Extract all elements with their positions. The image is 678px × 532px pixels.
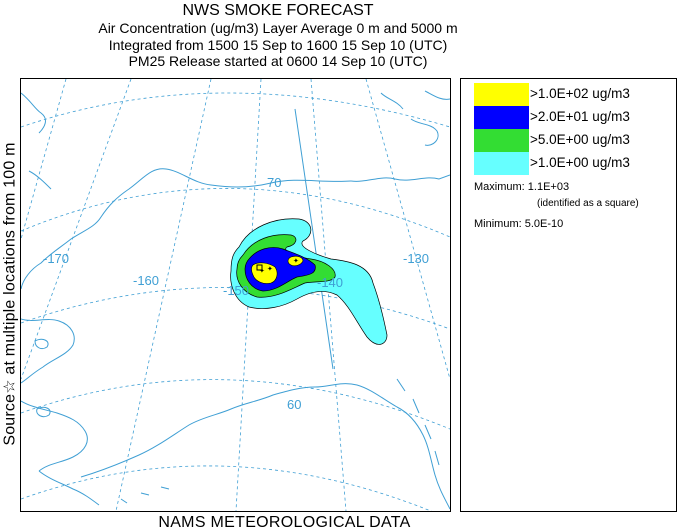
- smoke-contours: ✦ ✦ ✦: [230, 218, 388, 345]
- longitude-line-140: [310, 79, 347, 511]
- map-panel: ✦ ✦ ✦ -170 -160 -150 -140 -130 70 60: [20, 78, 451, 512]
- concentration-description: Air Concentration (ug/m3) Layer Average …: [98, 20, 458, 36]
- forecast-title: NWS SMOKE FORECAST: [182, 2, 374, 19]
- maximum-value: Maximum: 1.1E+03: [474, 181, 570, 193]
- longitude-line-170: [21, 79, 132, 380]
- border-line: [294, 108, 334, 370]
- legend-swatch-blue: [474, 106, 529, 129]
- legend-swatch-green: [474, 129, 529, 152]
- latitude-label-60: 60: [287, 397, 301, 412]
- siberia-coast: [21, 92, 52, 190]
- maximum-note: (identified as a square): [537, 198, 639, 209]
- longitude-label-150: -150: [223, 283, 249, 298]
- longitude-label-160: -160: [133, 273, 159, 288]
- latitude-line-55: [21, 465, 432, 511]
- nunivak-island: [36, 406, 51, 418]
- integration-period: Integrated from 1500 15 Sep to 1600 15 S…: [108, 36, 448, 53]
- alaska-coast: [21, 168, 450, 510]
- islands-southeast: [396, 378, 440, 466]
- legend-panel: >1.0E+02 ug/m3 >2.0E+01 ug/m3 >5.0E+00 u…: [460, 78, 677, 512]
- contour-gt100-right: [287, 255, 304, 267]
- meteorological-data-label: NAMS METEOROLOGICAL DATA: [158, 514, 411, 531]
- legend-label: >1.0E+00 ug/m3: [530, 155, 630, 170]
- smoke-map: ✦ ✦ ✦ -170 -160 -150 -140 -130 70 60: [21, 79, 450, 511]
- longitude-label-140: -140: [317, 275, 343, 290]
- source-side-label: Source☆ at multiple locations from 100 m: [1, 78, 19, 510]
- coastline: [21, 90, 450, 510]
- latitude-label-70: 70: [267, 175, 281, 190]
- source-markers: ✦ ✦ ✦: [259, 257, 299, 275]
- longitude-label-170: -170: [43, 251, 69, 266]
- legend-label: >2.0E+01 ug/m3: [530, 109, 630, 124]
- longitude-line-160: [115, 79, 212, 511]
- source-side-label-text: Source☆ at multiple locations from 100 m: [2, 142, 20, 446]
- contour-gt100-left: [251, 262, 278, 284]
- canada-arctic-coast: [350, 174, 450, 182]
- maximum-square-marker: [256, 264, 263, 271]
- longitude-line-130: [365, 79, 450, 380]
- legend-item-gt1: >1.0E+00 ug/m3: [474, 152, 674, 175]
- latitude-line-70: [21, 188, 450, 238]
- source-marker: ✦: [267, 265, 273, 273]
- forecast-header: NWS SMOKE FORECAST Air Concentration (ug…: [18, 0, 538, 70]
- legend-item-gt5: >5.0E+00 ug/m3: [474, 129, 674, 152]
- latitude-line-60: [21, 379, 450, 430]
- arctic-islands: [380, 90, 450, 146]
- legend-swatch-yellow: [474, 83, 529, 106]
- legend-label: >5.0E+00 ug/m3: [530, 132, 630, 147]
- legend-label: >1.0E+02 ug/m3: [530, 86, 630, 101]
- aleutian-islands: [38, 470, 170, 506]
- longitude-line-180: [21, 79, 67, 240]
- longitude-label-130: -130: [403, 251, 429, 266]
- source-marker: ✦: [259, 267, 265, 275]
- minimum-value: Minimum: 5.0E-10: [474, 218, 564, 230]
- latitude-lines: [21, 92, 450, 511]
- st-lawrence-island: [34, 338, 49, 350]
- source-marker: ✦: [293, 257, 299, 265]
- legend-swatch-cyan: [474, 152, 529, 175]
- latitude-line-75: [21, 92, 450, 128]
- release-start: PM25 Release started at 0600 14 Sep 10 (…: [128, 53, 428, 69]
- legend-item-gt100: >1.0E+02 ug/m3: [474, 83, 674, 106]
- legend-item-gt20: >2.0E+01 ug/m3: [474, 106, 674, 129]
